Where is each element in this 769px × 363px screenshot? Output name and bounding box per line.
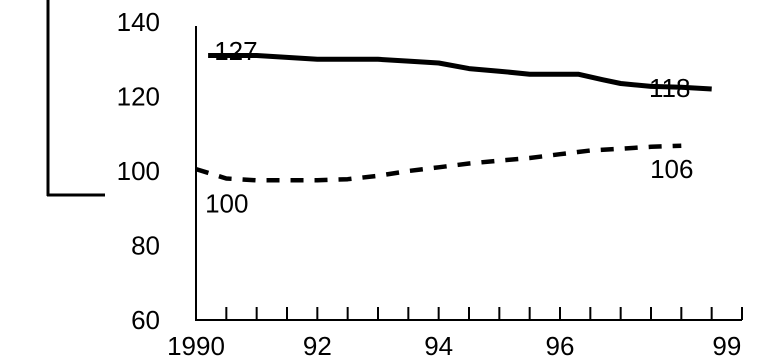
series-line-solid [208,53,712,92]
x-axis-ticks: 1990 92 94 96 99 [167,307,743,361]
y-tick-label: 100 [117,156,160,186]
x-tick-label: 99 [712,331,741,361]
x-tick-label: 96 [546,331,575,361]
y-tick-label: 120 [117,82,160,112]
x-tick-label: 94 [424,331,453,361]
x-tick-label: 1990 [167,331,225,361]
series-line-dashed [195,143,682,183]
y-tick-label: 140 [117,7,160,37]
y-tick-label: 80 [131,231,160,261]
y-axis-ticks: 60 80 100 120 140 [117,7,160,335]
data-label: 118 [649,73,690,103]
data-labels: 127 118 106 100 [205,36,693,219]
x-tick-label: 92 [303,331,332,361]
data-label: 127 [214,36,257,66]
y-tick-label: 60 [131,305,160,335]
series-group [195,53,712,183]
data-label: 100 [205,189,248,219]
data-label: 106 [650,154,693,184]
